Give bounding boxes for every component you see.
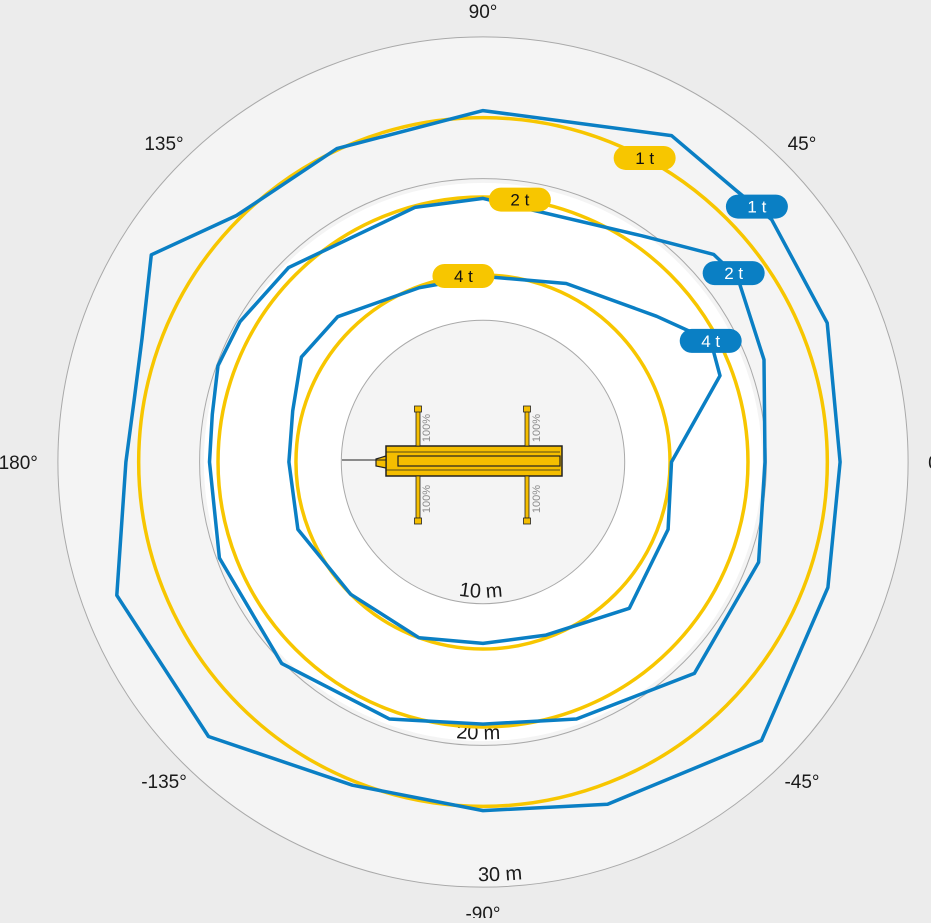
series-label-2t-reference: 2 t (488, 187, 551, 212)
series-label-text: 4 t (454, 267, 473, 286)
angle-label-neg135: -135° (141, 772, 187, 793)
outrigger-pad-4 (523, 517, 531, 525)
series-label-4t-capacity: 4 t (679, 328, 742, 353)
series-label-text: 1 t (747, 198, 766, 217)
angle-label-90: 90° (469, 2, 498, 23)
series-label-pill (488, 187, 551, 212)
series-label-text: 1 t (635, 149, 654, 168)
series-label-1t-reference: 1 t (613, 145, 676, 170)
capacity-curve-1t (115, 108, 842, 813)
outrigger-beam-1 (415, 409, 421, 447)
reference-circle-1t (136, 115, 830, 809)
series-label-4t-reference: 4 t (432, 263, 495, 288)
outrigger-beam-4 (524, 475, 530, 519)
series-label-pill (679, 328, 742, 353)
series-label-pill (432, 263, 495, 288)
angle-label-neg90: -90° (465, 904, 500, 918)
series-label-2t-capacity: 2 t (702, 261, 765, 286)
outrigger-percent-2: 100% (531, 414, 543, 442)
series-label-text: 2 t (724, 264, 743, 283)
outrigger-percent-1: 100% (421, 414, 433, 442)
ring-label-10m: 10 m (458, 579, 503, 603)
capacity-curve-2t (207, 196, 767, 726)
series-labels: 1 t 2 t 4 t 1 t 2 t 4 t (432, 145, 788, 353)
outrigger-percent-3: 100% (421, 485, 433, 513)
angle-label-180: 180° (0, 453, 38, 474)
capacity-curves (115, 108, 842, 813)
angle-label-0: 0° (928, 453, 931, 474)
angle-label-45: 45° (788, 134, 817, 155)
outrigger-beam-3 (415, 475, 421, 519)
series-label-pill (613, 145, 676, 170)
capacity-curve-4t (287, 274, 722, 646)
series-label-pill (702, 261, 765, 286)
outrigger-beam-2 (524, 409, 530, 447)
outrigger-percent-4: 100% (531, 485, 543, 513)
crane-boom (397, 455, 561, 467)
series-label-1t-capacity: 1 t (725, 194, 788, 219)
outrigger-pad-2 (523, 405, 531, 413)
crane-diagram: 100% 100% 100% 100% (342, 405, 563, 525)
series-label-text: 4 t (701, 332, 720, 351)
outrigger-pad-1 (414, 405, 422, 413)
outrigger-pad-3 (414, 517, 422, 525)
series-label-text: 2 t (510, 191, 529, 210)
crane-hook-end (375, 455, 387, 469)
angle-label-135: 135° (144, 134, 183, 155)
series-label-pill (725, 194, 788, 219)
ring-label-30m: 30 m (478, 862, 523, 886)
angle-label-neg45: -45° (784, 772, 819, 793)
